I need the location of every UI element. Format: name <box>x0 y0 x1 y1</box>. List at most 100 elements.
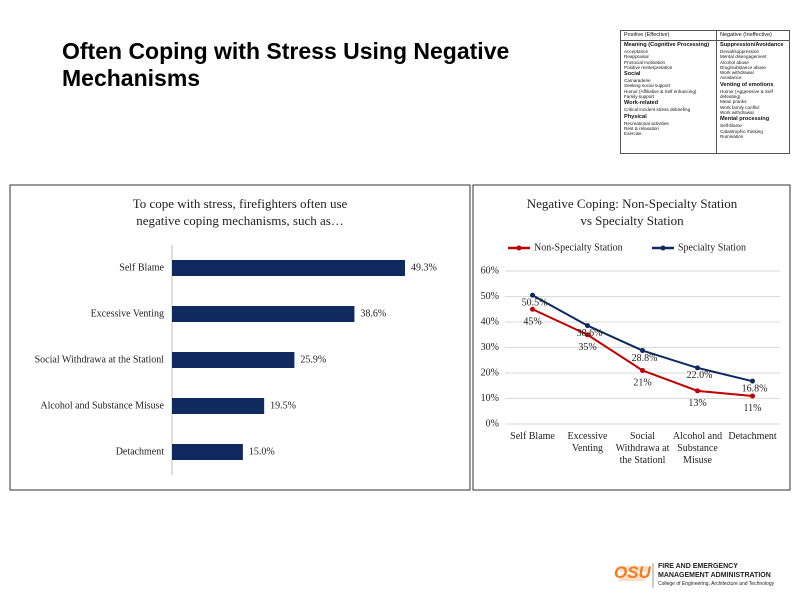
x-tick-label: Detachment <box>728 431 777 442</box>
point <box>750 393 755 399</box>
group-heading: Work-related <box>624 100 659 107</box>
value-label: 16.8% <box>742 383 768 394</box>
bar <box>172 306 355 322</box>
point <box>695 388 700 394</box>
point <box>530 306 535 312</box>
group-heading: Mental processing <box>720 116 770 123</box>
table-body: Meaning (Cognitive Processing) Acceptance… <box>621 41 789 153</box>
group-item: Denial/suppression <box>720 49 760 54</box>
value-label: 21% <box>633 378 651 389</box>
group-item: Rest & relaxation <box>624 125 659 131</box>
group-item: Recreational activities <box>624 120 669 126</box>
group-heading: Physical <box>624 113 647 120</box>
legend-label: Non-Specialty Station <box>534 242 623 253</box>
college-name: College of Engineering, Architecture and… <box>658 581 775 587</box>
group-heading: Suppression/Avoidance <box>720 42 784 48</box>
slide-title: Often Coping with Stress Using Negative … <box>62 38 510 91</box>
chart-frame <box>472 184 791 491</box>
legend-label: Specialty Station <box>678 242 746 253</box>
value-label: 25.9% <box>300 354 326 365</box>
value-label: 11% <box>744 403 762 414</box>
point <box>640 367 645 373</box>
legend-marker <box>660 245 666 251</box>
x-tick-label: Excessive Venting <box>567 431 608 454</box>
logo: OSU <box>614 563 651 582</box>
group-item: Humor (Affiliative & Self enhancing) <box>624 88 697 94</box>
group-heading: Social <box>624 71 641 78</box>
group-item: Critical incident stress debriefing <box>624 107 691 113</box>
group-heading: Venting of emotions <box>720 81 774 88</box>
value-label: 38.6% <box>577 328 603 339</box>
title-line: vs Specialty Station <box>580 213 684 228</box>
group-item: Self-blame <box>720 123 742 129</box>
value-label: 19.5% <box>270 400 296 411</box>
point <box>585 323 590 329</box>
value-label: 50.5% <box>522 298 548 309</box>
point <box>750 378 755 384</box>
group-heading: Meaning (Cognitive Processing) <box>624 42 710 48</box>
column-header: Positive (Effective) <box>621 31 717 40</box>
group-item: Alcohol abuse <box>720 59 749 65</box>
table-header: Positive (Effective) Negative (Ineffectiv… <box>621 31 789 41</box>
chart-frame <box>9 184 471 491</box>
group-item: Avoidance <box>720 75 742 81</box>
coping-table: Positive (Effective) Negative (Ineffectiv… <box>620 30 790 154</box>
y-tick-label: 40% <box>481 316 499 327</box>
group-item: Mean pranks <box>720 99 747 105</box>
category-label: Self Blame <box>119 262 164 273</box>
group-item: Reappraisal <box>624 54 649 60</box>
x-tick-label: Alcohol and Substance Misuse <box>672 431 723 466</box>
group-item: Work family conflict <box>720 104 760 110</box>
unit-name: MANAGEMENT ADMINISTRATION <box>658 572 771 579</box>
value-label: 49.3% <box>411 262 437 273</box>
point <box>585 332 590 338</box>
value-label: 38.6% <box>360 308 386 319</box>
group-item: Family support <box>624 94 655 100</box>
point <box>530 292 535 298</box>
group-item: Work withdrawal <box>720 70 754 76</box>
bar <box>172 398 265 414</box>
title-line: Negative Coping: Non-Specialty Station <box>527 196 738 211</box>
unit-name: FIRE AND EMERGENCY <box>658 563 738 570</box>
table-column: Suppression/Avoidance Denial/suppression M… <box>717 41 789 153</box>
table-column: Meaning (Cognitive Processing) Acceptance… <box>621 41 717 153</box>
bar <box>172 444 243 460</box>
group-item: Exercise <box>624 131 642 137</box>
x-tick-label: Self Blame <box>510 431 555 442</box>
point <box>695 365 700 371</box>
point <box>640 348 645 354</box>
category-label: Social Withdrawa at the Stationl <box>35 354 165 365</box>
group-item: Drug/substance abuse <box>720 64 766 70</box>
category-label: Alcohol and Substance Misuse <box>40 400 164 411</box>
logo-shape <box>617 566 649 581</box>
value-label: 15.0% <box>249 446 275 457</box>
group-item: Positive reinterpretation <box>624 64 673 70</box>
group-item: Seeking social support <box>624 83 671 89</box>
group-item: Mental disengagement <box>720 54 767 60</box>
value-label: 13% <box>688 398 706 409</box>
y-tick-label: 30% <box>481 342 499 353</box>
y-tick-label: 50% <box>481 291 499 302</box>
category-label: Detachment <box>116 446 165 457</box>
group-item: Catastrophic thinking <box>720 128 763 134</box>
category-label: Excessive Venting <box>91 308 164 319</box>
y-tick-label: 0% <box>486 418 499 429</box>
chart-title: To cope with stress, firefighters often … <box>133 196 348 228</box>
bar <box>172 352 295 368</box>
group-item: Acceptance <box>624 49 649 54</box>
value-label: 45% <box>523 317 541 328</box>
group-item: Humor (Aggressive & Self defeating) <box>720 88 773 100</box>
y-tick-label: 10% <box>481 393 499 404</box>
value-label: 22.0% <box>687 370 713 381</box>
column-header: Negative (Ineffective) <box>720 32 772 38</box>
group-item: Work withdrawal <box>720 109 754 115</box>
x-tick-label: Social Withdrawa at the Stationl <box>615 431 670 466</box>
y-tick-label: 60% <box>481 265 499 276</box>
title-line: negative coping mechanisms, such as… <box>136 213 344 228</box>
legend-marker <box>516 245 522 251</box>
group-item: Prosocial motivation <box>624 59 666 65</box>
group-item: Rumination <box>720 133 744 139</box>
value-label: 35% <box>578 342 596 353</box>
